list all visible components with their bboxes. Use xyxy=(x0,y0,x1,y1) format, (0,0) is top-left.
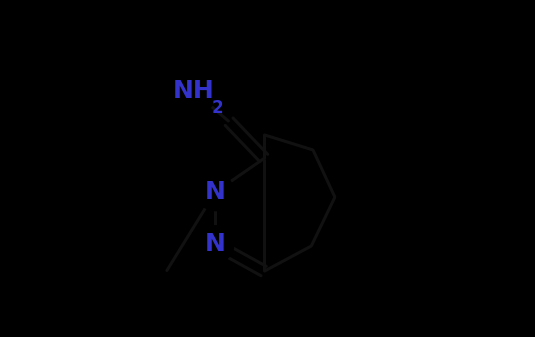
Circle shape xyxy=(197,226,234,263)
Text: N: N xyxy=(205,232,226,256)
Text: NH: NH xyxy=(172,79,214,103)
Circle shape xyxy=(197,174,234,211)
Text: N: N xyxy=(205,180,226,204)
Circle shape xyxy=(170,67,217,115)
Text: 2: 2 xyxy=(212,99,224,117)
